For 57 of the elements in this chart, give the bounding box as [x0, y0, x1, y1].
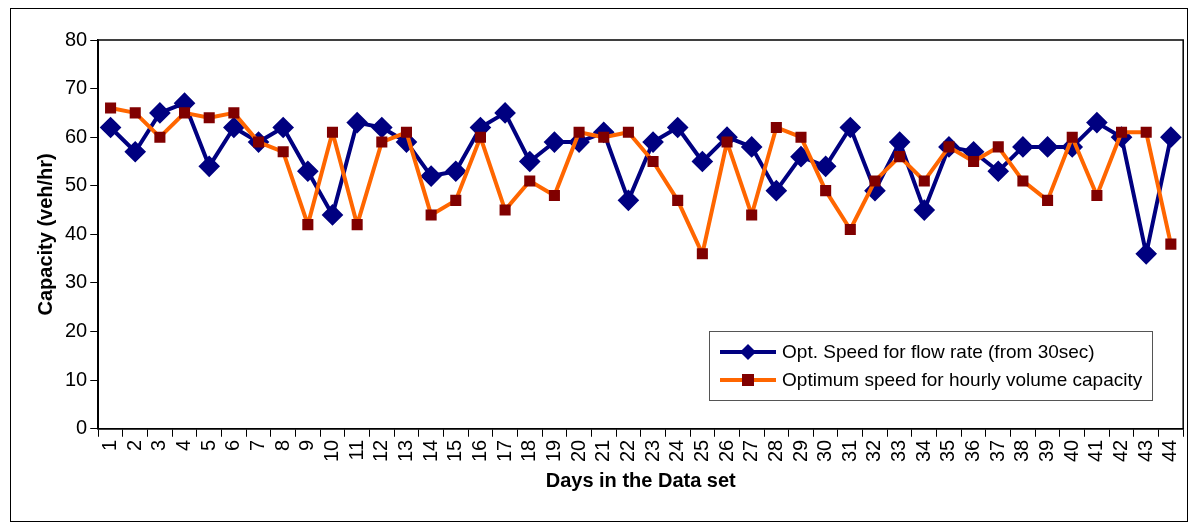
y-tick-label: 20: [65, 319, 88, 342]
x-tick-label: 32: [862, 439, 885, 462]
x-tick-label: 24: [665, 439, 688, 462]
x-tick-label: 5: [196, 439, 219, 451]
x-tick-label: 23: [640, 439, 663, 462]
x-tick-label: 36: [961, 439, 984, 462]
x-tick-label: 26: [714, 439, 737, 462]
legend-label: Optimum speed for hourly volume capacity: [782, 367, 1143, 392]
x-tick-label: 17: [492, 439, 515, 462]
x-tick-label: 44: [1158, 439, 1181, 462]
x-tick-label: 27: [739, 439, 762, 462]
x-tick-label: 15: [443, 439, 466, 462]
y-tick-label: 30: [65, 270, 88, 293]
x-tick-label: 22: [615, 439, 638, 462]
y-tick-label: 80: [65, 27, 88, 50]
x-tick-label: 9: [295, 439, 318, 451]
y-tick-label: 10: [65, 367, 88, 390]
x-tick-label: 18: [517, 439, 540, 462]
x-tick-label: 28: [763, 439, 786, 462]
x-tick-label: 10: [320, 439, 343, 462]
x-tick-label: 19: [541, 439, 564, 462]
x-tick-label: 34: [911, 439, 934, 462]
y-tick-label: 0: [76, 416, 88, 439]
y-tick-label: 50: [65, 173, 88, 196]
x-tick-label: 40: [1059, 439, 1082, 462]
x-tick-label: 4: [172, 439, 195, 451]
x-tick-label: 20: [566, 439, 589, 462]
x-tick-label: 13: [393, 439, 416, 462]
y-tick-label: 70: [65, 76, 88, 99]
x-tick-label: 25: [689, 439, 712, 462]
x-tick-label: 43: [1133, 439, 1156, 462]
x-tick-label: 42: [1109, 439, 1132, 462]
x-tick-label: 31: [837, 439, 860, 462]
x-tick-label: 6: [221, 439, 244, 451]
x-tick-label: 30: [813, 439, 836, 462]
x-tick-label: 37: [985, 439, 1008, 462]
y-tick-label: 60: [65, 124, 88, 147]
x-tick-label: 1: [98, 439, 121, 451]
x-tick-label: 3: [147, 439, 170, 451]
x-tick-label: 12: [369, 439, 392, 462]
x-tick-label: 16: [467, 439, 490, 462]
legend-label: Opt. Speed for flow rate (from 30sec): [782, 339, 1095, 364]
x-tick-label: 41: [1084, 439, 1107, 462]
y-tick-label: 40: [65, 221, 88, 244]
x-tick-label: 21: [591, 439, 614, 462]
x-axis-title: Days in the Data set: [545, 468, 737, 491]
x-tick-label: 38: [1010, 439, 1033, 462]
x-tick-label: 39: [1035, 439, 1058, 462]
y-axis-title: Capacity (veh/hr): [33, 153, 56, 316]
x-tick-label: 11: [344, 439, 367, 461]
x-tick-label: 33: [887, 439, 910, 462]
x-tick-label: 2: [122, 439, 145, 451]
x-tick-label: 35: [936, 439, 959, 462]
x-tick-label: 8: [270, 439, 293, 451]
x-tick-label: 7: [246, 439, 269, 451]
x-tick-label: 29: [788, 439, 811, 462]
x-tick-label: 14: [418, 439, 441, 462]
